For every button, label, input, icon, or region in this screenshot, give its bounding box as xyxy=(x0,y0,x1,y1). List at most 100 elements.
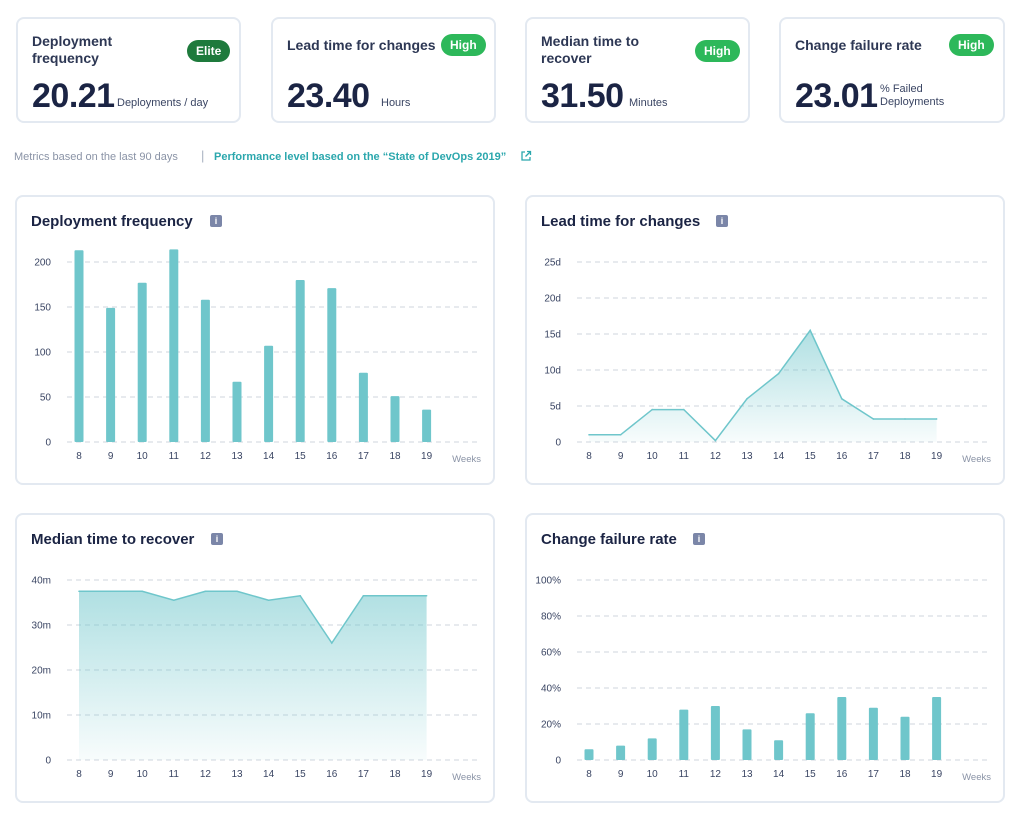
x-tick-label: 10 xyxy=(137,769,149,780)
bar[interactable] xyxy=(742,729,752,760)
info-icon[interactable]: i xyxy=(693,533,705,545)
note-separator: | xyxy=(201,148,205,163)
x-tick-label: 19 xyxy=(931,769,943,780)
bar[interactable] xyxy=(805,713,815,760)
bar[interactable] xyxy=(295,280,305,442)
status-badge: Elite xyxy=(187,40,231,62)
data-point[interactable] xyxy=(267,599,270,602)
x-tick-label: 10 xyxy=(647,769,659,780)
chart-card-change-failure: Change failure rate i 0 20% 40% 60% 80% 100% 8… xyxy=(525,513,1005,803)
x-tick-label: 19 xyxy=(931,451,943,462)
data-point[interactable] xyxy=(204,590,207,593)
data-point[interactable] xyxy=(425,594,428,597)
bar[interactable] xyxy=(647,738,657,760)
y-tick-label: 10d xyxy=(544,366,561,377)
data-point[interactable] xyxy=(236,590,238,593)
x-tick-label: 16 xyxy=(836,451,848,462)
bar[interactable] xyxy=(390,396,400,442)
x-tick-label: 9 xyxy=(618,769,624,780)
metric-title: Deployment frequency xyxy=(32,33,113,66)
metric-value: 23.01 xyxy=(795,77,878,115)
data-point[interactable] xyxy=(173,599,175,602)
metric-title: Median time to recover xyxy=(541,33,640,66)
x-tick-label: 17 xyxy=(358,769,370,780)
x-tick-label: 12 xyxy=(710,769,722,780)
bar[interactable] xyxy=(868,707,878,760)
series-line[interactable] xyxy=(589,328,937,442)
bar[interactable] xyxy=(837,697,847,760)
y-tick-label: 80% xyxy=(541,612,561,623)
data-point[interactable] xyxy=(331,642,333,644)
y-tick-label: 150 xyxy=(34,303,51,314)
x-tick-label: 10 xyxy=(647,451,659,462)
data-point[interactable] xyxy=(714,439,717,442)
series-line[interactable] xyxy=(79,590,427,645)
x-tick-label: 15 xyxy=(805,451,817,462)
y-tick-label: 0 xyxy=(555,756,561,767)
bar[interactable] xyxy=(106,307,116,442)
info-icon[interactable]: i xyxy=(716,215,728,227)
bar[interactable] xyxy=(264,345,274,442)
bar[interactable] xyxy=(616,745,626,760)
bar[interactable] xyxy=(679,709,689,760)
y-tick-label: 20m xyxy=(32,666,51,677)
metric-unit-line2: Deployments xyxy=(880,96,945,108)
change-failure-chart: 0 20% 40% 60% 80% 100% 8 9 10 11 12 13 14 15 16 17 18 19 W… xyxy=(535,576,991,784)
y-tick-label: 20% xyxy=(541,720,561,731)
x-tick-label: 18 xyxy=(389,769,401,780)
data-point[interactable] xyxy=(299,594,302,597)
y-tick-label: 100% xyxy=(535,576,561,587)
x-tick-label: 15 xyxy=(295,769,307,780)
y-tick-label: 50 xyxy=(40,393,52,404)
metric-unit: Minutes xyxy=(629,97,668,109)
bar[interactable] xyxy=(900,716,910,760)
metric-card-median-time: Median time to recover High 31.50 Minute… xyxy=(525,17,750,123)
info-icon[interactable]: i xyxy=(211,533,223,545)
bar[interactable] xyxy=(232,381,242,442)
y-tick-label: 200 xyxy=(34,258,51,269)
data-point[interactable] xyxy=(809,329,811,332)
x-tick-label: 14 xyxy=(263,769,275,780)
data-point[interactable] xyxy=(683,408,685,411)
metric-card-lead-time: Lead time for changes High 23.40 Hours xyxy=(271,17,496,123)
data-point[interactable] xyxy=(362,594,365,597)
data-point[interactable] xyxy=(746,398,748,400)
bar[interactable] xyxy=(584,749,594,760)
bar[interactable] xyxy=(932,697,942,760)
chart-title: Lead time for changes xyxy=(541,213,701,230)
data-point[interactable] xyxy=(78,590,80,593)
data-point[interactable] xyxy=(619,434,622,436)
data-point[interactable] xyxy=(109,590,112,593)
data-point[interactable] xyxy=(935,418,938,420)
data-point[interactable] xyxy=(651,408,653,411)
lead-time-chart: 0 5d 10d 15d 20d 25d 8 9 10 11 12 13 14 15 16 17 18 19 Wee… xyxy=(544,258,991,466)
metric-unit: Hours xyxy=(381,97,411,109)
data-point[interactable] xyxy=(777,372,780,375)
x-tick-label: 10 xyxy=(137,451,149,462)
x-tick-label: 18 xyxy=(899,769,911,780)
info-icon[interactable]: i xyxy=(210,215,222,227)
state-of-devops-link[interactable]: Performance level based on the “State of… xyxy=(214,151,507,163)
chart-title: Change failure rate xyxy=(541,531,677,548)
bar[interactable] xyxy=(358,372,368,442)
data-point[interactable] xyxy=(394,594,396,597)
bar[interactable] xyxy=(422,409,432,442)
data-point[interactable] xyxy=(872,418,875,420)
x-tick-label: 17 xyxy=(868,451,880,462)
bar[interactable] xyxy=(327,288,337,442)
bar[interactable] xyxy=(200,299,210,442)
data-point[interactable] xyxy=(841,398,843,400)
metric-value: 23.40 xyxy=(287,77,370,115)
median-time-chart: 0 10m 20m 30m 40m 8 9 10 11 12 13 14 15 16 17 18 19 Weeks xyxy=(32,576,482,784)
bar[interactable] xyxy=(74,250,84,442)
bar[interactable] xyxy=(137,282,147,442)
x-tick-label: 13 xyxy=(231,769,243,780)
bar[interactable] xyxy=(169,249,179,442)
data-point[interactable] xyxy=(904,418,906,420)
external-link-icon[interactable] xyxy=(520,150,532,162)
y-tick-label: 60% xyxy=(541,648,561,659)
bar[interactable] xyxy=(710,706,720,760)
data-point[interactable] xyxy=(141,590,143,593)
data-point[interactable] xyxy=(588,434,590,436)
bar[interactable] xyxy=(774,740,784,760)
